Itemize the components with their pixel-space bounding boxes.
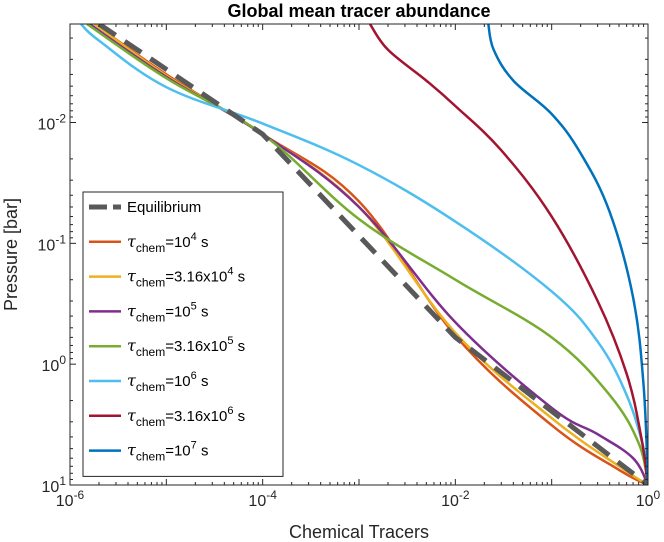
legend: Equilibrium τchem=104 s τchem=3.16x104 s τc…	[82, 191, 284, 477]
y-tick-label-2: 100	[42, 353, 67, 375]
series-line-4	[86, 24, 648, 485]
chart-title-group: Global mean tracer abundance	[227, 1, 490, 21]
x-tick-label-3: 100	[636, 488, 661, 510]
series-line-5	[80, 24, 648, 485]
legend-label-0: Equilibrium	[127, 199, 201, 216]
tick-labels: 10-6 10-4 10-2 100 10-2 10-1 100 101 Chemical Tr…	[1, 112, 661, 542]
plot-axes	[69, 23, 649, 486]
x-tick-label-1: 10-4	[248, 488, 277, 510]
series-lines	[80, 24, 648, 485]
legend-label-3: τchem=105 s	[127, 300, 208, 324]
x-tick-label-2: 10-2	[441, 488, 470, 510]
series-line-7	[487, 24, 648, 485]
x-axis-label: Chemical Tracers	[289, 522, 429, 542]
legend-label-1: τchem=104 s	[127, 231, 208, 255]
y-axis-label: Pressure [bar]	[1, 198, 21, 311]
series-line-6	[368, 24, 648, 485]
legend-label-5: τchem=106 s	[127, 370, 208, 394]
legend-label-2: τchem=3.16x104 s	[127, 266, 245, 290]
chart-title: Global mean tracer abundance	[227, 1, 490, 21]
legend-label-4: τchem=3.16x105 s	[127, 335, 245, 359]
legend-box	[82, 191, 284, 477]
y-tick-label-3: 101	[42, 474, 67, 496]
y-tick-label-0: 10-2	[38, 112, 67, 134]
x-tick-label-0: 10-6	[56, 488, 85, 510]
legend-label-6: τchem=3.16x106 s	[127, 405, 245, 429]
series-line-0	[97, 24, 648, 485]
legend-label-7: τchem=107 s	[127, 440, 208, 464]
y-tick-label-1: 10-1	[38, 232, 67, 254]
